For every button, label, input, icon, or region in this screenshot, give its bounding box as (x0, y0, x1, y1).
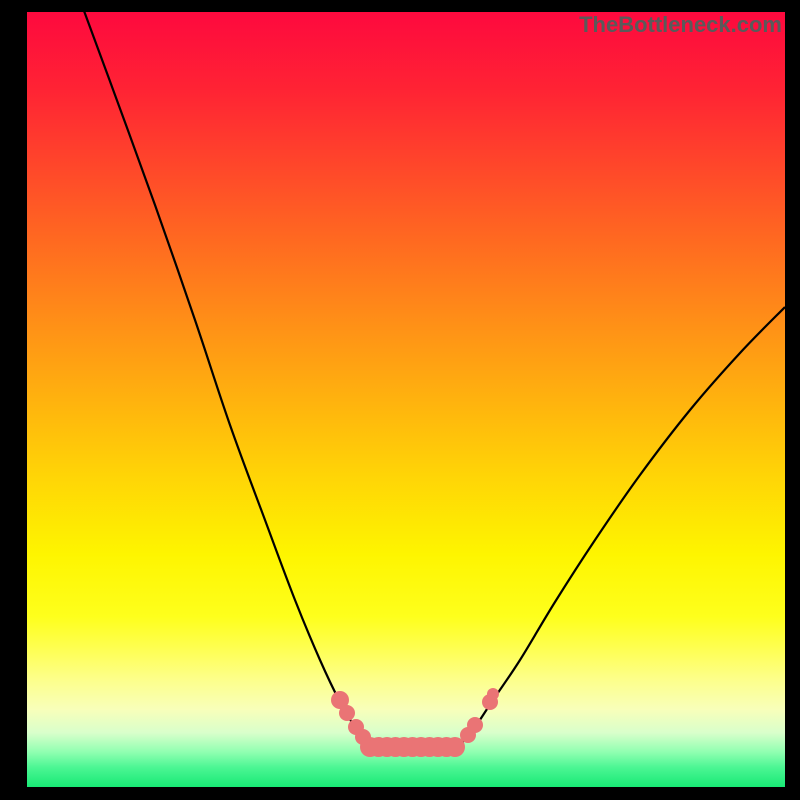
curve-layer (27, 12, 785, 787)
marker-right-1 (467, 717, 483, 733)
curve-right (460, 307, 785, 745)
curve-left (80, 12, 370, 745)
plot-area (27, 12, 785, 787)
marker-right-3 (487, 688, 499, 700)
marker-left-1 (339, 705, 355, 721)
watermark-text: TheBottleneck.com (579, 12, 782, 38)
